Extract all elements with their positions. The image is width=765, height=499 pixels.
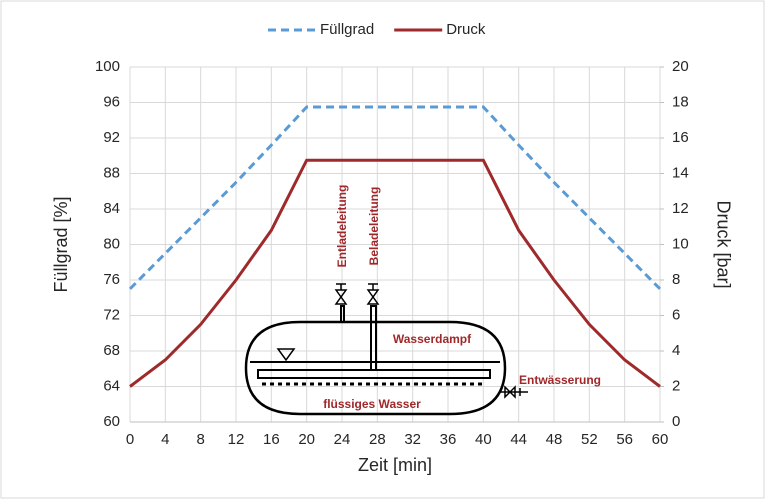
x-tick-label: 40 — [475, 431, 492, 448]
annotation: Entladeleitung — [335, 185, 349, 268]
y2-tick-label: 12 — [672, 200, 689, 217]
annotation: flüssiges Wasser — [323, 397, 421, 411]
y-tick-label: 96 — [103, 93, 120, 110]
y-tick-label: 72 — [103, 306, 120, 323]
y2-tick-label: 0 — [672, 413, 680, 430]
annotation: Entwässerung — [519, 373, 601, 387]
y-tick-label: 84 — [103, 200, 120, 217]
y2-tick-label: 16 — [672, 129, 689, 146]
y2-tick-label: 14 — [672, 164, 689, 181]
x-tick-label: 52 — [581, 431, 598, 448]
y2-tick-label: 8 — [672, 271, 680, 288]
y2-tick-label: 10 — [672, 235, 689, 252]
y2-tick-label: 18 — [672, 93, 689, 110]
x-tick-label: 48 — [546, 431, 563, 448]
y-tick-label: 100 — [95, 58, 120, 75]
x-axis-label: Zeit [min] — [358, 455, 432, 475]
y2-axis-label: Druck [bar] — [713, 200, 733, 288]
x-tick-label: 56 — [616, 431, 633, 448]
y-tick-label: 60 — [103, 413, 120, 430]
annotation: Wasserdampf — [393, 332, 472, 346]
y2-tick-label: 20 — [672, 58, 689, 75]
annotation: Beladeleitung — [367, 187, 381, 266]
x-tick-label: 16 — [263, 431, 280, 448]
x-tick-label: 60 — [652, 431, 669, 448]
y-axis-label: Füllgrad [%] — [51, 196, 71, 292]
x-tick-label: 32 — [404, 431, 421, 448]
x-tick-label: 0 — [126, 431, 134, 448]
x-tick-label: 28 — [369, 431, 386, 448]
x-tick-label: 36 — [440, 431, 457, 448]
chart: 0481216202428323640444852566060646872768… — [0, 0, 765, 499]
y2-tick-label: 6 — [672, 306, 680, 323]
x-tick-label: 20 — [298, 431, 315, 448]
x-tick-label: 4 — [161, 431, 169, 448]
y-tick-label: 76 — [103, 271, 120, 288]
y-tick-label: 68 — [103, 342, 120, 359]
y-tick-label: 80 — [103, 235, 120, 252]
legend-label: Druck — [446, 21, 486, 38]
y2-tick-label: 2 — [672, 377, 680, 394]
y-tick-label: 64 — [103, 377, 120, 394]
x-tick-label: 12 — [228, 431, 245, 448]
legend-label: Füllgrad — [320, 21, 374, 38]
y-tick-label: 92 — [103, 129, 120, 146]
y2-tick-label: 4 — [672, 342, 680, 359]
y-tick-label: 88 — [103, 164, 120, 181]
x-tick-label: 44 — [510, 431, 527, 448]
x-tick-label: 8 — [196, 431, 204, 448]
x-tick-label: 24 — [334, 431, 351, 448]
